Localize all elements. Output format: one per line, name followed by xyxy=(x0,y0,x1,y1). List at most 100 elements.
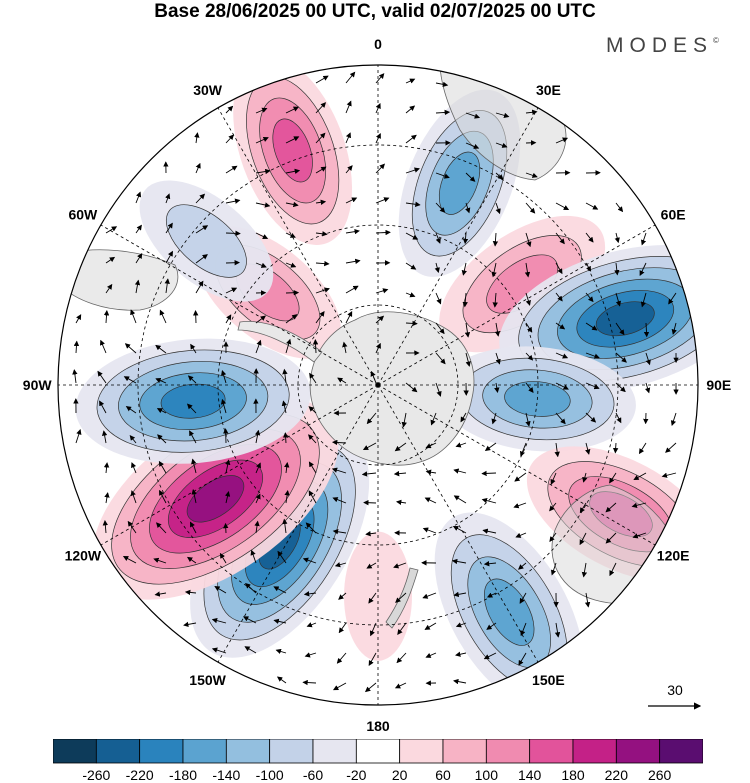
wind-vector xyxy=(405,320,418,327)
meridian-line xyxy=(377,224,656,386)
lon-label-120e: 120E xyxy=(657,547,690,563)
wind-vector xyxy=(189,521,197,534)
wind-vector xyxy=(585,322,598,331)
wind-vector xyxy=(134,279,141,294)
colorbar-swatch xyxy=(139,739,184,764)
anomaly-contour xyxy=(272,118,313,183)
wind-vector xyxy=(225,134,235,144)
wind-vector xyxy=(315,75,329,84)
wind-vector xyxy=(631,502,647,508)
wind-vector xyxy=(585,262,592,272)
wind-vector xyxy=(194,132,200,144)
wind-vector xyxy=(155,522,167,534)
brand-mark: © xyxy=(713,36,719,45)
colorbar-swatch xyxy=(615,739,661,764)
wind-vector xyxy=(308,406,317,414)
wind-vector xyxy=(375,197,390,204)
wind-vector xyxy=(284,461,290,474)
wind-vector xyxy=(555,262,563,275)
wind-vector xyxy=(183,621,197,628)
lon-label-120w: 120W xyxy=(65,547,102,563)
wind-vector xyxy=(525,322,533,333)
wind-vector xyxy=(285,314,298,324)
wind-vector xyxy=(453,468,467,474)
wind-vector xyxy=(129,435,137,444)
longitude-labels: 0 30E 60E 90E 120E 150E 180 150W 120W 90W 60W 30W xyxy=(23,36,731,734)
wind-vector xyxy=(315,102,327,114)
wind-vector xyxy=(214,586,227,594)
wind-vector xyxy=(191,458,197,474)
wind-vector xyxy=(285,232,296,238)
wind-vector xyxy=(255,168,271,175)
lon-label-0: 0 xyxy=(374,36,382,52)
wind-vector xyxy=(225,459,231,474)
wind-vector xyxy=(315,199,327,205)
wind-vector xyxy=(345,285,359,294)
wind-vector xyxy=(517,562,527,570)
wind-vector xyxy=(303,591,317,597)
wind-vector xyxy=(345,310,353,324)
wind-vector xyxy=(555,382,569,390)
wind-vector xyxy=(123,376,137,384)
wind-vector xyxy=(584,592,591,608)
colorbar-label: -60 xyxy=(303,767,323,783)
wind-vector xyxy=(550,472,557,485)
anomaly-cell xyxy=(139,180,274,302)
wind-vector xyxy=(465,352,471,367)
colorbar-label: 220 xyxy=(605,767,629,783)
wind-vector xyxy=(394,442,407,452)
wind-vector xyxy=(285,201,299,208)
wind-vector xyxy=(282,368,288,384)
wind-vector xyxy=(424,497,437,504)
wind-vector xyxy=(104,492,110,504)
brand-logo: MODES© xyxy=(606,34,719,58)
wind-vector xyxy=(345,165,353,174)
wind-vector xyxy=(668,292,677,305)
wind-vector xyxy=(315,310,325,324)
wind-vector xyxy=(332,529,347,535)
wind-vector xyxy=(555,412,566,425)
wind-vector xyxy=(492,292,498,308)
latitude-circle xyxy=(217,224,539,546)
map-title: Base 28/06/2025 00 UTC, valid 02/07/2025… xyxy=(154,1,596,22)
wind-vector xyxy=(338,622,347,634)
wind-vector xyxy=(434,262,440,274)
wind-vector xyxy=(368,652,377,666)
wind-vector xyxy=(308,490,317,504)
colorbar-swatch xyxy=(95,739,141,764)
wind-vector xyxy=(285,338,292,354)
wind-vector xyxy=(255,107,268,114)
wind-vector xyxy=(153,557,167,564)
colorbar-swatches xyxy=(53,739,703,764)
wind-vector xyxy=(555,137,569,144)
colorbar: -260 -220 -180 -140 -100 -60 -20 20 60 100 140 180 2… xyxy=(53,739,703,783)
wind-vector xyxy=(554,622,561,638)
wind-vector xyxy=(219,552,227,564)
wind-vector xyxy=(131,462,137,474)
wind-vector xyxy=(465,202,471,214)
colorbar-label: 20 xyxy=(392,767,408,783)
wind-vector xyxy=(334,562,347,568)
wind-vector xyxy=(451,558,467,565)
wind-vector xyxy=(277,550,287,564)
colorbar-swatch xyxy=(355,739,401,764)
anomaly-contour xyxy=(438,151,481,215)
wind-vector xyxy=(135,191,142,204)
wind-vector xyxy=(345,258,361,265)
wind-vector xyxy=(582,472,588,483)
lon-label-180: 180 xyxy=(366,718,390,734)
wind-vector xyxy=(435,81,449,88)
wind-vector xyxy=(425,469,437,475)
wind-vector xyxy=(211,617,227,624)
wind-vector xyxy=(155,378,167,384)
wind-vector xyxy=(154,591,167,597)
colorbar-label: -180 xyxy=(169,767,197,783)
wind-vector xyxy=(103,309,110,324)
wind-vector xyxy=(273,586,287,594)
wind-vector xyxy=(405,232,419,240)
wind-vector xyxy=(395,592,407,603)
wind-vector xyxy=(492,232,499,247)
wind-vector xyxy=(612,442,619,454)
wind-vector xyxy=(435,292,442,305)
wind-vector xyxy=(483,561,497,567)
